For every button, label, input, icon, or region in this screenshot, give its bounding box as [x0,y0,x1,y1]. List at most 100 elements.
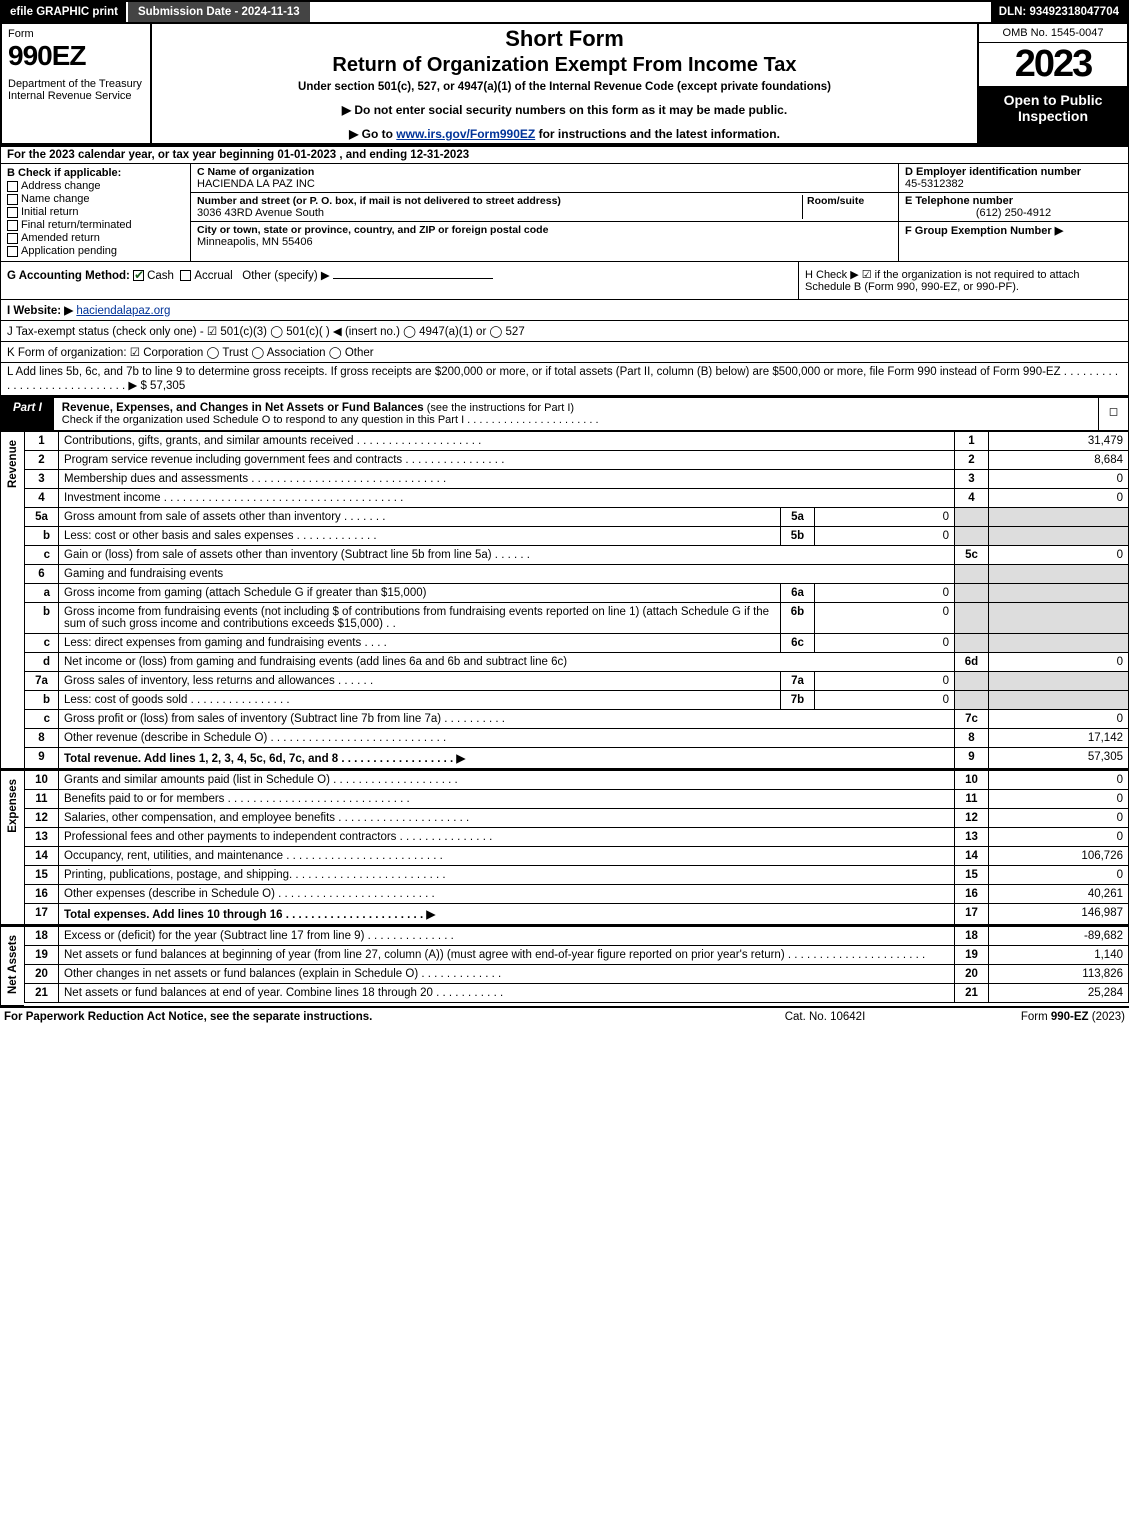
street-value: 3036 43RD Avenue South [197,207,324,219]
chk-final-return[interactable]: Final return/terminated [7,219,184,231]
efile-print-label[interactable]: efile GRAPHIC print [2,2,126,22]
line-7b-shade [955,691,989,710]
row-l-amount: 57,305 [150,380,185,392]
part-i-checkbox[interactable]: ◻ [1098,398,1128,430]
row-i-website: I Website: ▶ haciendalapaz.org [0,300,1129,321]
note-goto: ▶ Go to www.irs.gov/Form990EZ for instru… [158,127,971,141]
line-20-desc: Other changes in net assets or fund bala… [59,965,955,984]
org-name-label: C Name of organization [197,166,314,178]
footer-left: For Paperwork Reduction Act Notice, see … [4,1011,725,1023]
line-7b-shade2 [989,691,1129,710]
line-14-num: 14 [25,847,59,866]
line-6b-desc: Gross income from fundraising events (no… [59,603,781,634]
netassets-table: 18Excess or (deficit) for the year (Subt… [24,926,1129,1003]
line-7c: cGross profit or (loss) from sales of in… [25,710,1129,729]
line-16: 16Other expenses (describe in Schedule O… [25,885,1129,904]
line-5c-refnum: 5c [955,546,989,565]
city-cell: City or town, state or province, country… [191,222,898,250]
expenses-section: Expenses 10Grants and similar amounts pa… [0,770,1129,926]
netassets-section: Net Assets 18Excess or (deficit) for the… [0,926,1129,1007]
under-section-text: Under section 501(c), 527, or 4947(a)(1)… [158,81,971,93]
line-18-value: -89,682 [989,927,1129,946]
note-goto-post: for instructions and the latest informat… [535,127,780,141]
line-19-refnum: 19 [955,946,989,965]
line-12-refnum: 12 [955,809,989,828]
line-15-refnum: 15 [955,866,989,885]
note-ssn: ▶ Do not enter social security numbers o… [158,103,971,117]
line-11-desc: Benefits paid to or for members . . . . … [59,790,955,809]
ein-label: D Employer identification number [905,166,1081,178]
return-title: Return of Organization Exempt From Incom… [158,54,971,77]
line-10-desc: Grants and similar amounts paid (list in… [59,771,955,790]
line-7a-innum: 7a [781,672,815,691]
line-16-value: 40,261 [989,885,1129,904]
line-7a-num: 7a [25,672,59,691]
row-a-text: For the 2023 calendar year, or tax year … [7,149,469,161]
chk-address-change-label: Address change [21,180,101,192]
line-8-value: 17,142 [989,729,1129,748]
line-6d-value: 0 [989,653,1129,672]
line-18-refnum: 18 [955,927,989,946]
line-17-desc: Total expenses. Add lines 10 through 16 … [59,904,955,925]
line-20-refnum: 20 [955,965,989,984]
line-5b: bLess: cost or other basis and sales exp… [25,527,1129,546]
i-label: I Website: ▶ [7,305,73,317]
phone-cell: E Telephone number (612) 250-4912 [899,193,1128,222]
line-5a-innum: 5a [781,508,815,527]
g-other: Other (specify) ▶ [242,270,329,282]
line-11-value: 0 [989,790,1129,809]
chk-initial-return[interactable]: Initial return [7,206,184,218]
line-5c: cGain or (loss) from sale of assets othe… [25,546,1129,565]
chk-cash[interactable] [133,270,144,281]
line-14-desc: Occupancy, rent, utilities, and maintena… [59,847,955,866]
line-6a-shade [955,584,989,603]
line-7b: bLess: cost of goods sold . . . . . . . … [25,691,1129,710]
irs-link[interactable]: www.irs.gov/Form990EZ [396,127,535,141]
tax-year: 2023 [979,43,1127,86]
part-i-subtitle: (see the instructions for Part I) [424,402,574,414]
group-exemption-label: F Group Exemption Number ▶ [905,225,1063,237]
line-18-desc: Excess or (deficit) for the year (Subtra… [59,927,955,946]
line-6b-num: b [25,603,59,634]
g-label: G Accounting Method: [7,270,130,282]
city-value: Minneapolis, MN 55406 [197,236,313,248]
website-link[interactable]: haciendalapaz.org [76,305,170,317]
line-7b-innum: 7b [781,691,815,710]
line-12-value: 0 [989,809,1129,828]
chk-name-change[interactable]: Name change [7,193,184,205]
line-10-value: 0 [989,771,1129,790]
short-form-title: Short Form [158,26,971,52]
line-13-desc: Professional fees and other payments to … [59,828,955,847]
line-19-value: 1,140 [989,946,1129,965]
line-5c-value: 0 [989,546,1129,565]
line-6a-innum: 6a [781,584,815,603]
g-other-input[interactable] [333,278,493,279]
line-6d: dNet income or (loss) from gaming and fu… [25,653,1129,672]
note-goto-pre: ▶ Go to [349,127,396,141]
line-15-num: 15 [25,866,59,885]
chk-address-change[interactable]: Address change [7,180,184,192]
line-12: 12Salaries, other compensation, and empl… [25,809,1129,828]
line-7c-refnum: 7c [955,710,989,729]
line-6c-inval: 0 [815,634,955,653]
org-name-value: HACIENDA LA PAZ INC [197,178,315,190]
chk-application-pending[interactable]: Application pending [7,245,184,257]
row-j-tax-exempt: J Tax-exempt status (check only one) - ☑… [0,321,1129,342]
line-7a-desc: Gross sales of inventory, less returns a… [59,672,781,691]
line-5a-shade2 [989,508,1129,527]
line-21: 21Net assets or fund balances at end of … [25,984,1129,1003]
line-9: 9Total revenue. Add lines 1, 2, 3, 4, 5c… [25,748,1129,769]
chk-accrual[interactable] [180,270,191,281]
line-19-num: 19 [25,946,59,965]
line-5a: 5aGross amount from sale of assets other… [25,508,1129,527]
line-13-value: 0 [989,828,1129,847]
chk-amended-return[interactable]: Amended return [7,232,184,244]
revenue-section: Revenue 1Contributions, gifts, grants, a… [0,431,1129,770]
line-1-num: 1 [25,432,59,451]
chk-amended-return-label: Amended return [21,232,100,244]
line-5c-desc: Gain or (loss) from sale of assets other… [59,546,955,565]
col-b-checkboxes: B Check if applicable: Address change Na… [1,164,191,261]
line-17-value: 146,987 [989,904,1129,925]
line-5b-innum: 5b [781,527,815,546]
line-3-value: 0 [989,470,1129,489]
